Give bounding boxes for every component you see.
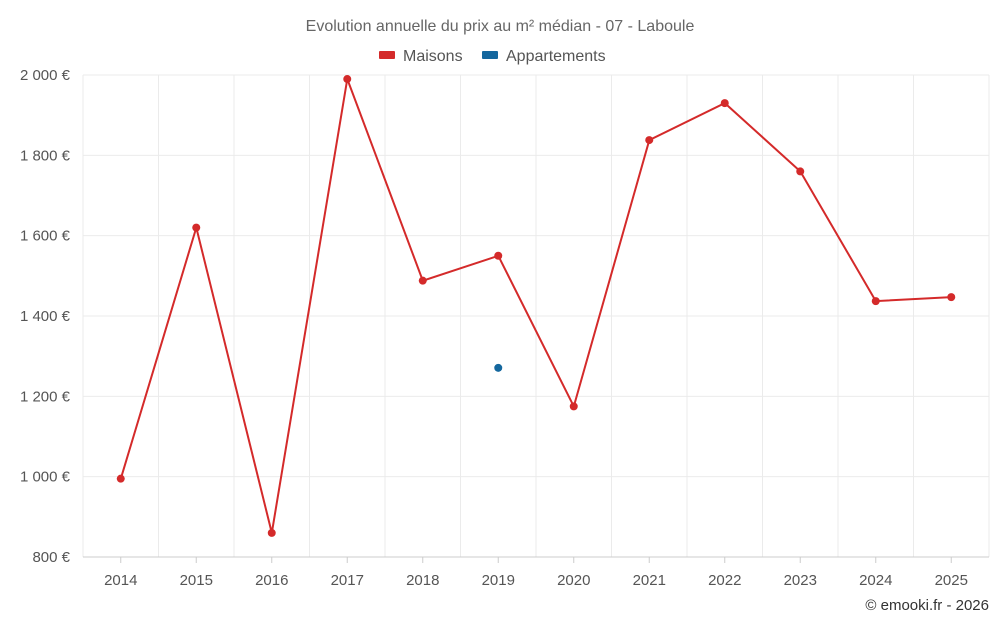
x-tick-label: 2018 (406, 572, 439, 589)
x-tick-label: 2020 (557, 572, 590, 589)
x-tick-label: 2025 (935, 572, 968, 589)
x-tick-label: 2022 (708, 572, 741, 589)
data-point-maisons (645, 136, 654, 145)
x-gridlines (82, 75, 990, 557)
series-layer (116, 75, 956, 537)
data-point-maisons (192, 223, 201, 232)
x-tick-label: 2021 (633, 572, 666, 589)
y-tick-label: 1 600 € (20, 228, 71, 245)
y-tick-label: 1 400 € (20, 308, 71, 325)
legend-swatch-maisons (379, 51, 395, 59)
legend-label-maisons: Maisons (403, 48, 463, 65)
legend-item-maisons[interactable]: Maisons (379, 48, 463, 65)
data-point-maisons (418, 276, 427, 285)
x-tick-label: 2019 (482, 572, 515, 589)
series-appartements (494, 363, 503, 372)
x-tick-label: 2016 (255, 572, 288, 589)
chart-title: Evolution annuelle du prix au m² médian … (306, 18, 695, 35)
x-axis-labels: 2014 2015 2016 2017 2018 2019 2020 2021 2022 2023… (104, 572, 968, 589)
legend-label-appartements: Appartements (506, 48, 606, 65)
x-tick-label: 2014 (104, 572, 137, 589)
x-tick-label: 2015 (180, 572, 213, 589)
data-point-maisons (947, 293, 956, 302)
credit-text: © emooki.fr - 2026 (865, 597, 989, 614)
y-tick-label: 1 800 € (20, 147, 71, 164)
data-point-maisons (343, 75, 352, 84)
x-tick-label: 2023 (784, 572, 817, 589)
data-point-maisons (494, 251, 503, 260)
y-tick-label: 1 000 € (20, 469, 71, 486)
y-axis-labels: 800 € 1 000 € 1 200 € 1 400 € 1 600 € 1 800 €… (20, 67, 71, 566)
legend-item-appartements[interactable]: Appartements (482, 48, 606, 65)
y-tick-label: 1 200 € (20, 388, 71, 405)
data-point-maisons (720, 99, 729, 108)
legend: Maisons Appartements (379, 48, 606, 65)
data-point-maisons (569, 402, 578, 411)
y-tick-label: 800 € (32, 549, 70, 566)
y-tick-label: 2 000 € (20, 67, 71, 84)
x-tick-label: 2024 (859, 572, 892, 589)
legend-swatch-appartements (482, 51, 498, 59)
series-line-maisons (119, 75, 952, 534)
data-point-maisons (796, 167, 805, 176)
series-maisons (116, 75, 956, 537)
x-tick-label: 2017 (331, 572, 364, 589)
x-axis-ticks (120, 557, 952, 563)
data-point-maisons (871, 297, 880, 306)
data-point-maisons (116, 474, 125, 483)
data-point-appartements (494, 363, 503, 372)
data-point-maisons (267, 528, 276, 537)
